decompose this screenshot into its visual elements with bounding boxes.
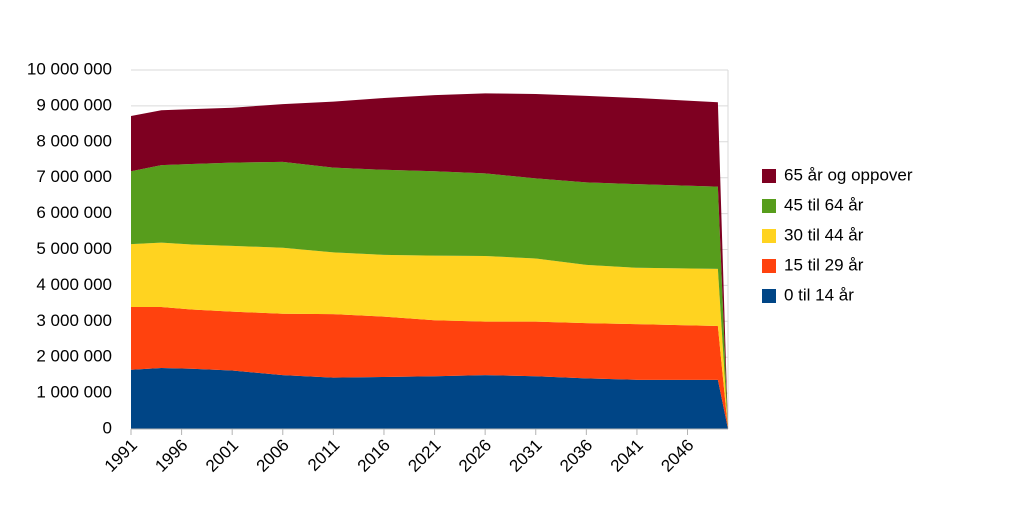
x-tick-label: 2046	[657, 436, 697, 476]
legend-swatch	[762, 169, 776, 183]
y-tick-label: 2 000 000	[36, 347, 112, 366]
legend-label: 45 til 64 år	[784, 195, 864, 214]
y-tick-label: 1 000 000	[36, 383, 112, 402]
y-tick-label: 0	[103, 418, 112, 437]
legend-label: 0 til 14 år	[784, 285, 854, 304]
x-tick-label: 2026	[455, 436, 495, 476]
area	[131, 306, 728, 429]
x-tick-label: 1991	[101, 436, 141, 476]
x-tick-label: 2031	[506, 436, 546, 476]
y-tick-label: 10 000 000	[27, 59, 112, 78]
x-tick-label: 2036	[556, 436, 596, 476]
x-tick-label: 2006	[253, 436, 293, 476]
x-tick-label: 2011	[304, 436, 343, 475]
x-tick-label: 2016	[354, 436, 394, 476]
x-tick-label: 2041	[607, 436, 647, 476]
y-tick-label: 3 000 000	[36, 311, 112, 330]
legend-swatch	[762, 229, 776, 243]
y-tick-label: 6 000 000	[36, 203, 112, 222]
legend-label: 65 år og oppover	[784, 165, 913, 184]
y-tick-label: 5 000 000	[36, 239, 112, 258]
x-tick-label: 2021	[404, 436, 444, 476]
x-tick-label: 2001	[202, 436, 242, 476]
legend-swatch	[762, 289, 776, 303]
area	[131, 242, 728, 429]
legend-label: 15 til 29 år	[784, 255, 864, 274]
legend-swatch	[762, 199, 776, 213]
x-tick-label: 1996	[151, 436, 191, 476]
legend-swatch	[762, 259, 776, 273]
area	[131, 367, 728, 429]
y-tick-label: 4 000 000	[36, 275, 112, 294]
y-tick-label: 8 000 000	[36, 131, 112, 150]
legend-label: 30 til 44 år	[784, 225, 864, 244]
y-tick-label: 7 000 000	[36, 167, 112, 186]
area	[131, 161, 728, 430]
area	[131, 93, 728, 430]
y-tick-label: 9 000 000	[36, 95, 112, 114]
